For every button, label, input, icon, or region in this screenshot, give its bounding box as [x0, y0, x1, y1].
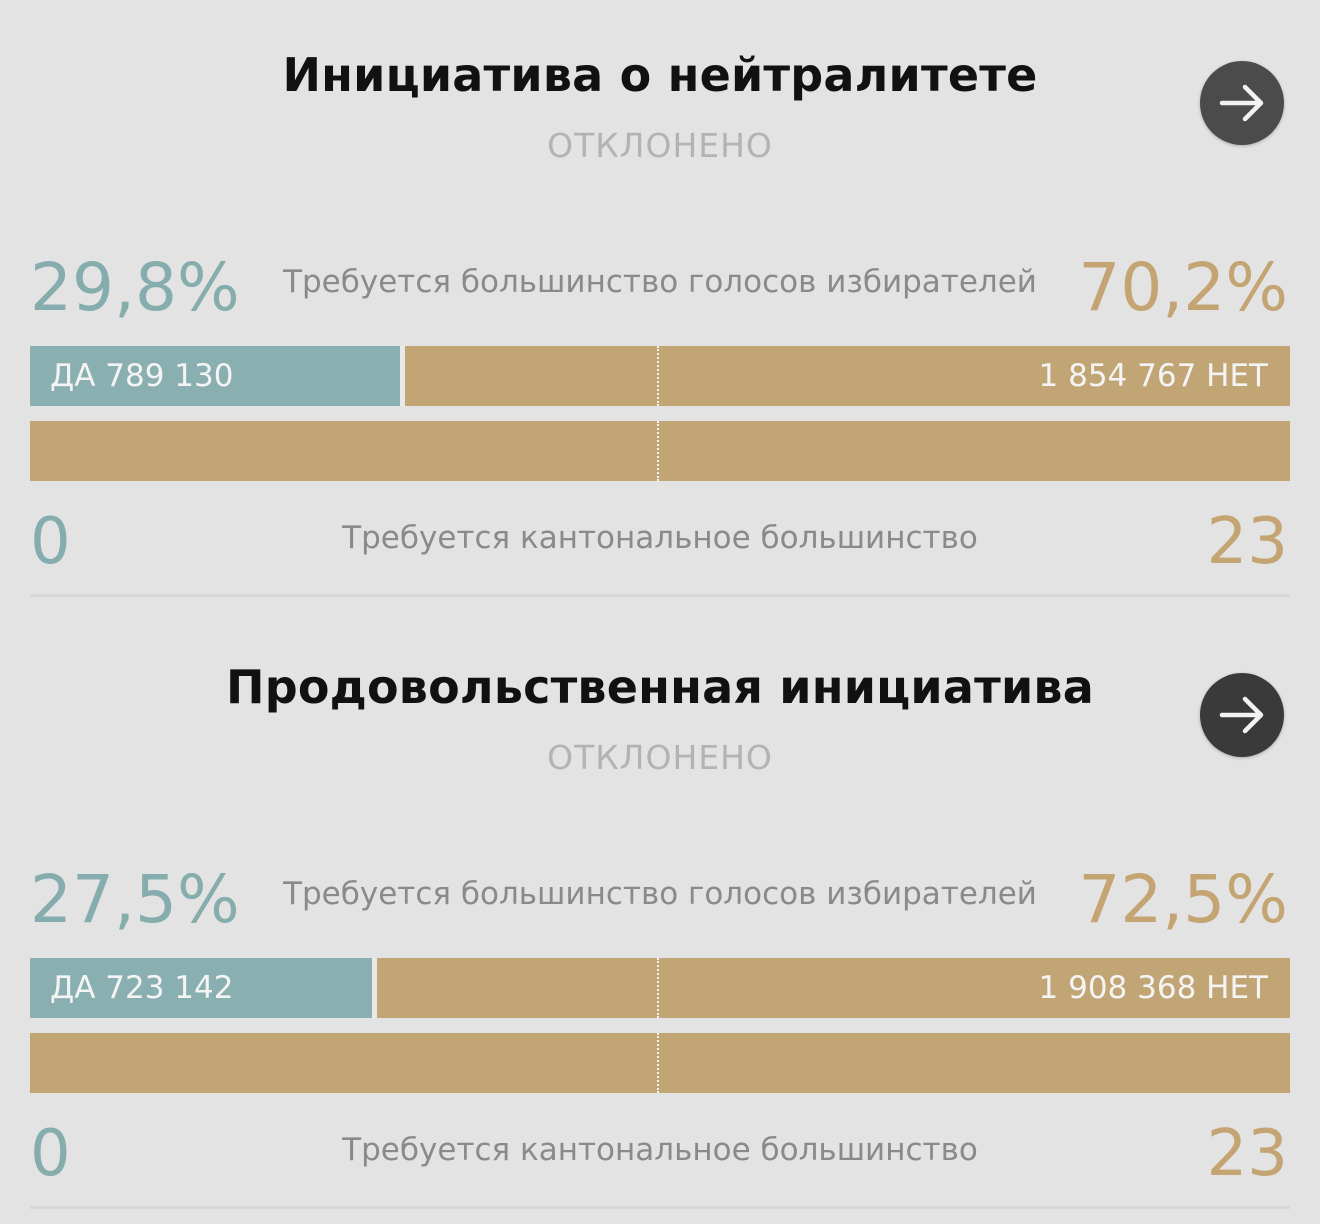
no-percent: 72,5%: [1078, 861, 1288, 938]
initiative-card-0: Инициатива о нейтралитете ОТКЛОНЕНО 29,8…: [30, 48, 1290, 597]
canton-majority-label: Требуется кантональное большинство: [342, 1132, 978, 1168]
no-cantons-count: 23: [1206, 505, 1288, 579]
majority-midline: [657, 421, 659, 481]
no-votes-label: 1 908 368 НЕТ: [1038, 970, 1268, 1006]
yes-votes-label: ДА 723 142: [50, 970, 234, 1006]
canton-bar: [30, 1033, 1290, 1093]
majority-midline: [657, 1033, 659, 1093]
yes-votes-label: ДА 789 130: [50, 358, 234, 394]
status-label: ОТКЛОНЕНО: [547, 738, 773, 777]
yes-cantons-count: 0: [30, 505, 71, 579]
yes-percent: 27,5%: [30, 861, 240, 938]
initiative-title: Продовольственная инициатива: [226, 660, 1094, 714]
yes-percent: 29,8%: [30, 249, 240, 326]
popular-vote-bar: ДА 723 142 1 908 368 НЕТ: [30, 958, 1290, 1018]
popular-majority-label: Требуется большинство голосов избирателе…: [283, 264, 1037, 300]
arrow-right-icon: [1219, 84, 1264, 122]
open-details-button[interactable]: [1200, 673, 1284, 757]
popular-vote-bar: ДА 789 130 1 854 767 НЕТ: [30, 346, 1290, 406]
yes-vote-fill: [30, 346, 405, 406]
yes-vote-fill: [30, 958, 377, 1018]
no-cantons-count: 23: [1206, 1117, 1288, 1191]
popular-majority-label: Требуется большинство голосов избирателе…: [283, 876, 1037, 912]
canton-majority-label: Требуется кантональное большинство: [342, 520, 978, 556]
initiative-card-1: Продовольственная инициатива ОТКЛОНЕНО 2…: [0, 612, 1320, 1224]
canton-bar: [30, 421, 1290, 481]
arrow-right-icon: [1219, 696, 1264, 734]
yes-cantons-count: 0: [30, 1117, 71, 1191]
open-details-button[interactable]: [1200, 61, 1284, 145]
card-divider: [30, 1206, 1290, 1209]
status-label: ОТКЛОНЕНО: [547, 126, 773, 165]
card-divider: [30, 594, 1290, 597]
majority-midline: [657, 958, 659, 1018]
no-percent: 70,2%: [1078, 249, 1288, 326]
no-votes-label: 1 854 767 НЕТ: [1038, 358, 1268, 394]
majority-midline: [657, 346, 659, 406]
initiative-title: Инициатива о нейтралитете: [282, 48, 1038, 102]
